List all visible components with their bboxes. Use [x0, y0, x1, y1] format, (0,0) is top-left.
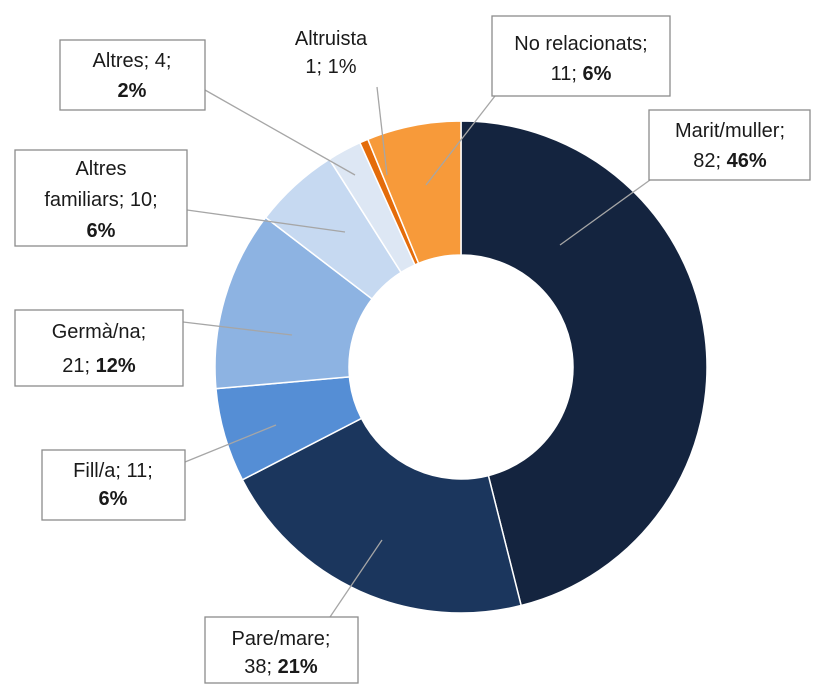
data-label: 21; 12% — [62, 355, 136, 377]
leader-line — [559, 179, 651, 246]
label-box — [648, 109, 811, 181]
label-box — [491, 15, 671, 97]
label-run: 21% — [278, 656, 318, 678]
data-label: 11; 6% — [551, 63, 612, 85]
data-label: 6% — [99, 488, 128, 510]
data-label: Germà/na; — [52, 321, 146, 343]
data-label: Marit/muller; — [675, 120, 785, 142]
leader-line — [425, 95, 496, 186]
donut-slice — [460, 120, 708, 607]
label-run: 2% — [118, 80, 147, 102]
leader-line — [184, 424, 277, 463]
label-run: 21; — [62, 355, 95, 377]
label-run: Fill/a; 11; — [73, 460, 153, 482]
donut-slice — [241, 417, 523, 614]
data-label: 82; 46% — [693, 150, 767, 172]
leader-line — [182, 321, 293, 336]
label-run: familiars; 10; — [44, 189, 157, 211]
label-run: 38; — [244, 656, 277, 678]
donut-slice — [366, 120, 462, 265]
data-label: No relacionats; — [514, 33, 647, 55]
label-run: Germà/na; — [52, 321, 146, 343]
data-label: 38; 21% — [244, 656, 318, 678]
label-run: 12% — [96, 355, 136, 377]
label-box — [204, 616, 359, 684]
label-run: Altruista — [295, 28, 368, 50]
data-label: 2% — [118, 80, 147, 102]
leader-line — [204, 89, 356, 176]
data-label: 6% — [87, 220, 116, 242]
label-run: 82; — [693, 150, 726, 172]
label-box — [59, 39, 206, 111]
label-run: Pare/mare; — [232, 628, 331, 650]
leader-line — [376, 86, 388, 176]
label-run: 11; — [551, 63, 583, 85]
leader-line — [329, 539, 383, 618]
data-label: 1; 1% — [305, 56, 356, 78]
data-label: Altruista — [295, 28, 368, 50]
label-box — [14, 309, 184, 387]
label-run: Marit/muller; — [675, 120, 785, 142]
data-label: familiars; 10; — [44, 189, 157, 211]
label-run: 6% — [99, 488, 128, 510]
data-label: Altres — [75, 158, 126, 180]
label-run: Altres; 4; — [93, 50, 172, 72]
label-run: Altres — [75, 158, 126, 180]
label-run: 46% — [727, 150, 767, 172]
label-box — [14, 149, 188, 247]
label-run: 1; 1% — [305, 56, 356, 78]
label-box — [41, 449, 186, 521]
data-label: Pare/mare; — [232, 628, 331, 650]
label-run: No relacionats; — [514, 33, 647, 55]
label-run: 6% — [582, 63, 611, 85]
leader-line — [186, 209, 346, 233]
data-label: Fill/a; 11; — [73, 460, 153, 482]
data-label: Altres; 4; — [93, 50, 172, 72]
label-run: 6% — [87, 220, 116, 242]
